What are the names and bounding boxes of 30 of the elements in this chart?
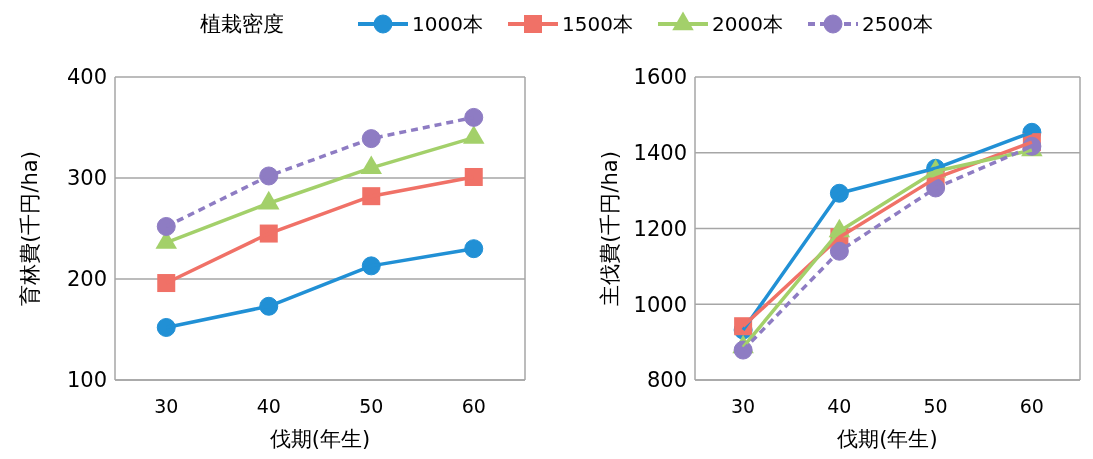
y-tick-label: 100 bbox=[66, 368, 107, 393]
x-tick-label: 40 bbox=[827, 395, 852, 417]
x-tick-label: 60 bbox=[461, 395, 486, 417]
y-tick-label: 1200 bbox=[633, 216, 687, 241]
y-tick-label: 400 bbox=[66, 65, 107, 90]
point bbox=[157, 274, 176, 293]
x-tick-label: 30 bbox=[154, 395, 179, 417]
x-tick-label: 40 bbox=[256, 395, 281, 417]
point bbox=[464, 107, 484, 127]
x-tick-label: 60 bbox=[1019, 395, 1044, 417]
y-tick-label: 200 bbox=[66, 267, 107, 292]
x-axis-title: 伐期(年生) bbox=[837, 427, 938, 451]
y-tick-label: 1600 bbox=[633, 65, 687, 90]
point bbox=[464, 167, 483, 186]
y-axis-title: 主伐費(千円/ha) bbox=[598, 151, 622, 306]
x-tick-label: 30 bbox=[731, 395, 756, 417]
y-tick-label: 1400 bbox=[633, 141, 687, 166]
legend-title: 植栽密度 bbox=[200, 12, 284, 37]
y-tick-label: 1000 bbox=[633, 292, 687, 317]
y-axis-title: 育林費(千円/ha) bbox=[18, 151, 42, 306]
x-tick-label: 50 bbox=[923, 395, 948, 417]
legend-label: 1000本 bbox=[412, 12, 483, 36]
x-axis-title: 伐期(年生) bbox=[269, 427, 371, 451]
legend-label: 2500本 bbox=[862, 12, 933, 36]
legend-label: 1500本 bbox=[562, 12, 633, 36]
point bbox=[156, 216, 176, 236]
y-tick-label: 300 bbox=[66, 166, 107, 191]
x-tick-label: 50 bbox=[359, 395, 384, 417]
y-tick-label: 800 bbox=[646, 368, 687, 393]
legend-label: 2000本 bbox=[712, 12, 783, 36]
